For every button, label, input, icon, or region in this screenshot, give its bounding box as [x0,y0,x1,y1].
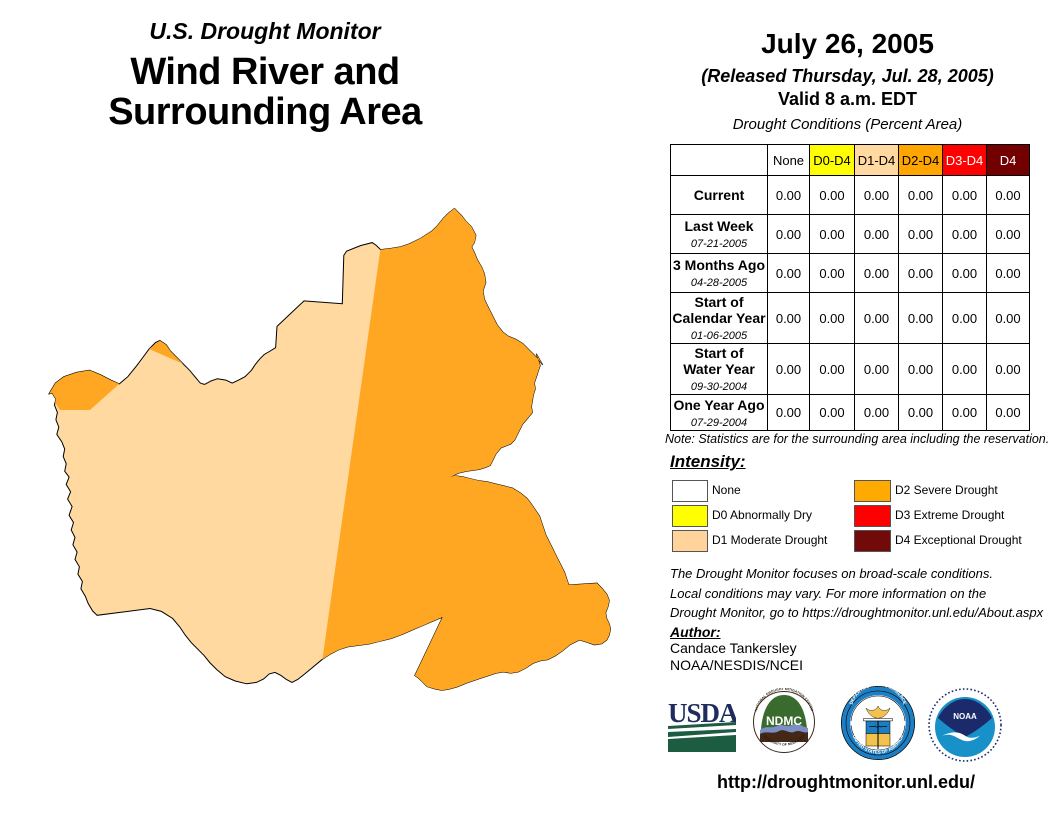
svg-text:NOAA: NOAA [953,712,977,721]
svg-text:NDMC: NDMC [766,714,802,728]
